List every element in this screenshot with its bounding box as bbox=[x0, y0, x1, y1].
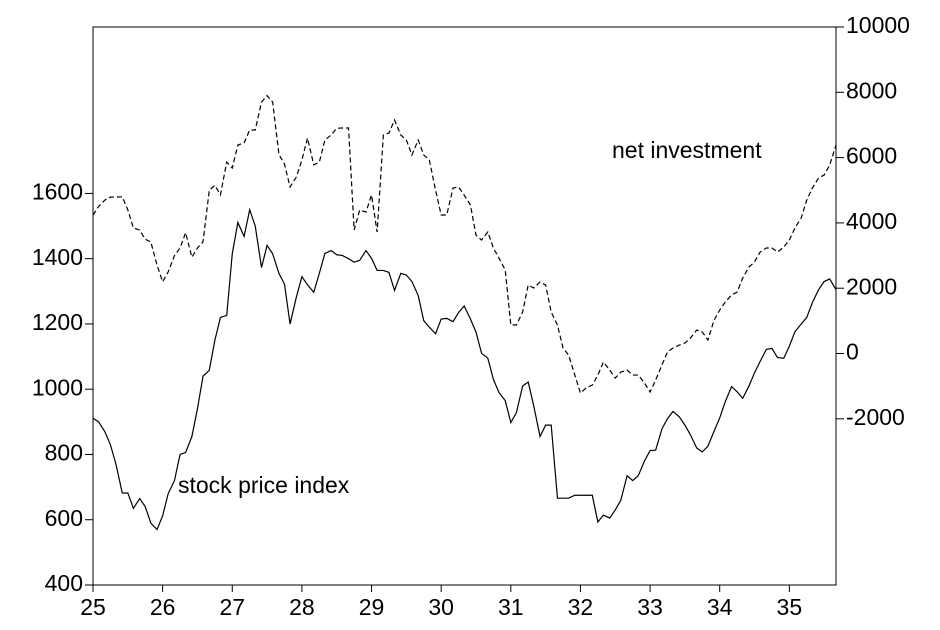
y-tick-label: 400 bbox=[45, 570, 83, 596]
x-tick-label: 31 bbox=[498, 594, 524, 620]
x-tick-label: 29 bbox=[359, 594, 385, 620]
y2-tick-label: 0 bbox=[846, 339, 859, 365]
y2-tick-label: 6000 bbox=[846, 143, 897, 169]
y-tick-label: 1400 bbox=[32, 244, 83, 270]
x-tick-label: 30 bbox=[428, 594, 454, 620]
x-tick-label: 28 bbox=[289, 594, 315, 620]
annotation: stock price index bbox=[178, 472, 350, 498]
line-series bbox=[92, 207, 837, 531]
y-tick-label: 1600 bbox=[32, 178, 83, 204]
y-tick-label: 600 bbox=[45, 505, 83, 531]
x-tick-label: 34 bbox=[707, 594, 733, 620]
annotation: net investment bbox=[612, 137, 762, 163]
x-tick-label: 27 bbox=[219, 594, 245, 620]
y-tick-label: 1200 bbox=[32, 309, 83, 335]
x-tick-label: 26 bbox=[150, 594, 176, 620]
plot-frame bbox=[92, 26, 837, 586]
y2-tick-label: 4000 bbox=[846, 208, 897, 234]
y2-tick-label: -2000 bbox=[846, 404, 905, 430]
y2-tick-label: 2000 bbox=[846, 273, 897, 299]
x-tick-label: 33 bbox=[637, 594, 663, 620]
x-tick-label: 25 bbox=[80, 594, 106, 620]
line-series bbox=[92, 94, 837, 395]
y2-tick-label: 10000 bbox=[846, 12, 910, 38]
x-tick-label: 35 bbox=[777, 594, 803, 620]
x-tick-label: 32 bbox=[568, 594, 594, 620]
y-tick-label: 800 bbox=[45, 440, 83, 466]
y2-tick-label: 8000 bbox=[846, 77, 897, 103]
y-tick-label: 1000 bbox=[32, 374, 83, 400]
